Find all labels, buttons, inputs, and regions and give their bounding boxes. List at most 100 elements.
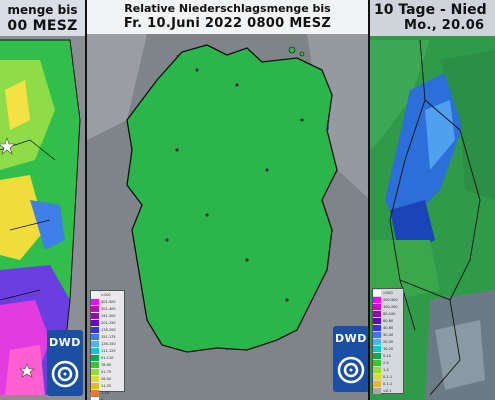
legend-swatch (373, 303, 381, 310)
legend-label: 251-300 (101, 313, 116, 318)
legend-swatch (373, 387, 381, 394)
legend-swatch (91, 333, 99, 340)
right-title-line1: 10 Tage - Nied (374, 2, 487, 18)
legend-entry: 30-40 (373, 331, 403, 338)
dwd-logo: DWD (333, 326, 368, 392)
precip-map-germany (87, 34, 368, 400)
legend-entry: 60-80 (373, 317, 403, 324)
legend-swatch (91, 354, 99, 361)
legend-swatch (91, 312, 99, 319)
legend-label: 2-5 (383, 360, 389, 365)
legend-swatch (91, 305, 99, 312)
legend-swatch (373, 317, 381, 324)
dwd-swirl-logo-icon (51, 360, 79, 388)
dwd-logo-text: DWD (49, 336, 81, 349)
star-marker-icon (19, 363, 35, 378)
center-title-line2: Fr. 10.Juni 2022 0800 MESZ (123, 16, 332, 31)
left-map-panel: menge bis 00 MESZ DWD (0, 0, 87, 400)
legend-label: 1-2 (383, 367, 389, 372)
right-map-title: 10 Tage - Nied Mo., 20.06 (370, 0, 495, 36)
legend-swatch (373, 352, 381, 359)
legend-entry: 0.1-1 (373, 373, 403, 380)
legend-swatch (373, 373, 381, 380)
legend-label: 1-10 (101, 390, 109, 395)
legend-entry: 51-75 (91, 368, 124, 375)
legend-entry: 2-5 (373, 359, 403, 366)
legend-label: 51-75 (101, 369, 112, 374)
legend-entry: 91-110 (91, 354, 124, 361)
legend-label: 151-175 (101, 334, 116, 339)
center-title-line1: Relative Niederschlagsmenge bis (124, 2, 331, 15)
legend-entry: 201-250 (91, 319, 124, 326)
legend-entry: 0.1-1 (373, 380, 403, 387)
legend-entry: 0 (91, 396, 124, 400)
legend-label: 26-50 (101, 376, 112, 381)
legend-swatch (373, 338, 381, 345)
legend-label: 30-40 (383, 332, 394, 337)
dwd-logo-text: DWD (335, 332, 367, 345)
legend-entry: 251-300 (91, 312, 124, 319)
dwd-swirl-logo-icon (337, 356, 365, 384)
legend-entry: 5-10 (373, 352, 403, 359)
legend-label: 111-125 (101, 348, 116, 353)
legend-swatch (373, 310, 381, 317)
legend-entry: 126-150 (91, 340, 124, 347)
legend-swatch (91, 319, 99, 326)
legend-label: 126-150 (101, 341, 116, 346)
legend-entry: 11-25 (91, 382, 124, 389)
legend-entry: 176-200 (91, 326, 124, 333)
legend-entry: 1-10 (91, 389, 124, 396)
legend-entry: 401-500 (91, 298, 124, 305)
legend-entry: 10-20 (373, 345, 403, 352)
legend-label: 0 (101, 397, 104, 400)
legend-swatch (373, 366, 381, 373)
legend-entry: <0.1 (373, 387, 403, 394)
legend-entry: 40-60 (373, 324, 403, 331)
legend-swatch (91, 291, 99, 298)
legend-label: 200-500 (383, 297, 398, 302)
legend-swatch (91, 347, 99, 354)
dwd-logo: DWD (47, 330, 83, 396)
legend-label: 301-400 (101, 306, 116, 311)
legend-swatch (91, 375, 99, 382)
precip-legend: >500 200-500 100-200 80-100 60-80 40-60 30-40 2… (372, 288, 404, 394)
legend-swatch (373, 359, 381, 366)
legend-label: 100-200 (383, 304, 398, 309)
legend-label: <0.1 (383, 388, 392, 393)
star-marker-icon (0, 137, 16, 155)
legend-label: >100 (101, 292, 111, 297)
legend-entry: >100 (91, 291, 124, 298)
legend-swatch (91, 340, 99, 347)
legend-entry: 26-50 (91, 375, 124, 382)
legend-entry: 111-125 (91, 347, 124, 354)
legend-label: 11-25 (101, 383, 112, 388)
right-map-panel: 10 Tage - Nied Mo., 20.06 >500 200-500 100… (370, 0, 495, 400)
legend-entry: 20-30 (373, 338, 403, 345)
center-map-panel: Relative Niederschlagsmenge bis Fr. 10.J… (87, 0, 370, 400)
legend-label: 80-100 (383, 311, 396, 316)
left-title-line1: menge bis (7, 3, 78, 17)
legend-label: 20-30 (383, 339, 394, 344)
legend-label: 176-200 (101, 327, 116, 332)
legend-entry: 80-100 (373, 310, 403, 317)
legend-label: 5-10 (383, 353, 391, 358)
legend-label: 401-500 (101, 299, 116, 304)
left-title-line2: 00 MESZ (7, 18, 78, 34)
legend-label: 0.1-1 (383, 374, 393, 379)
legend-entry: >500 (373, 289, 403, 296)
legend-entry: 1-2 (373, 366, 403, 373)
legend-swatch (373, 380, 381, 387)
legend-swatch (91, 326, 99, 333)
legend-entry: 301-400 (91, 305, 124, 312)
legend-swatch (373, 296, 381, 303)
left-map-title: menge bis 00 MESZ (0, 0, 85, 36)
legend-swatch (91, 298, 99, 305)
legend-swatch (373, 289, 381, 296)
legend-swatch (91, 389, 99, 396)
legend-label: 76-90 (101, 362, 112, 367)
right-title-line2: Mo., 20.06 (404, 18, 485, 33)
legend-swatch (91, 368, 99, 375)
legend-swatch (373, 324, 381, 331)
legend-entry: 100-200 (373, 303, 403, 310)
legend-swatch (91, 396, 99, 400)
